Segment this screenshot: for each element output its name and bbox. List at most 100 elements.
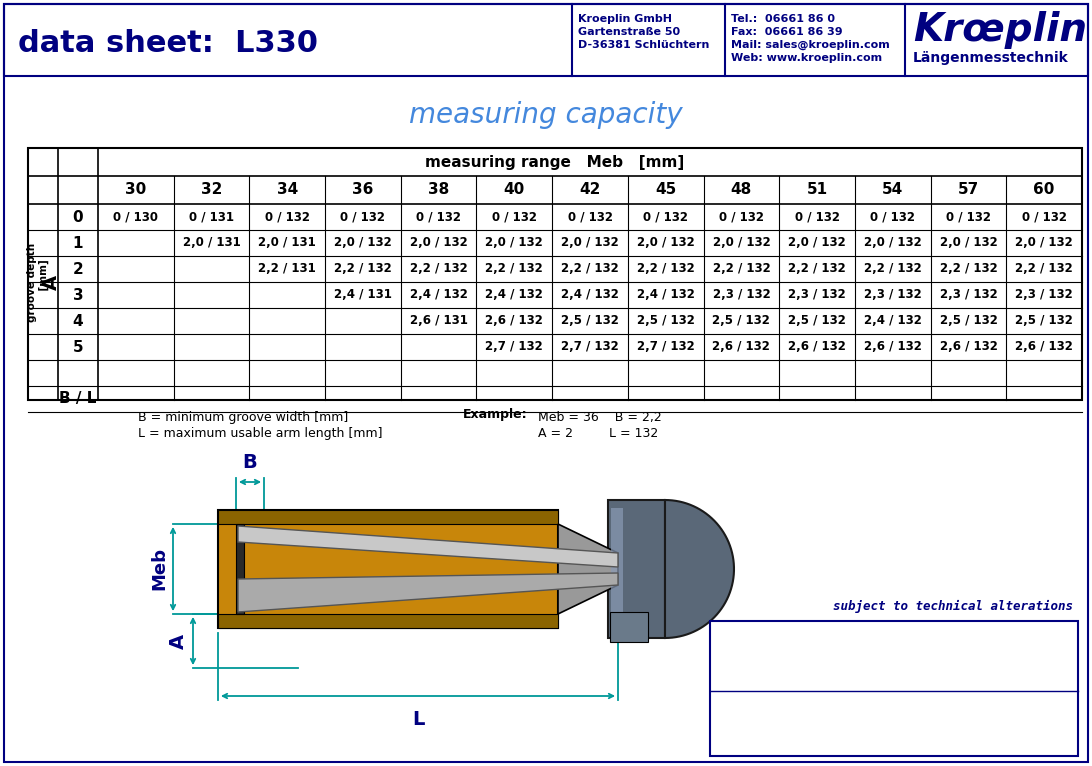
Text: 2,3 / 132: 2,3 / 132 <box>788 289 846 302</box>
Text: 2,2 / 132: 2,2 / 132 <box>637 263 695 276</box>
Text: 48: 48 <box>731 182 752 198</box>
Text: measuring capacity: measuring capacity <box>410 101 682 129</box>
Text: 2,5 / 132: 2,5 / 132 <box>637 315 695 328</box>
Text: B / L: B / L <box>59 391 97 407</box>
Text: 2,0 / 132: 2,0 / 132 <box>486 237 543 250</box>
Text: 2,0 / 132: 2,0 / 132 <box>334 237 392 250</box>
Text: Kroeplin GmbH: Kroeplin GmbH <box>578 14 672 24</box>
Text: 2,2 / 132: 2,2 / 132 <box>334 263 392 276</box>
Text: Example:: Example: <box>463 408 527 421</box>
Text: 2,2 / 132: 2,2 / 132 <box>864 263 922 276</box>
Text: 45: 45 <box>655 182 676 198</box>
Text: 2,0 / 132: 2,0 / 132 <box>410 237 467 250</box>
Text: 0 / 130: 0 / 130 <box>114 211 158 224</box>
Text: Längenmesstechnik: Längenmesstechnik <box>913 51 1069 65</box>
Text: 60: 60 <box>1033 182 1055 198</box>
Text: B: B <box>242 453 258 472</box>
Text: date of issue:: date of issue: <box>720 648 816 661</box>
Text: 0 / 132: 0 / 132 <box>946 211 990 224</box>
Text: 2,0 / 132: 2,0 / 132 <box>712 237 770 250</box>
Text: 2,6 / 132: 2,6 / 132 <box>712 341 770 353</box>
Polygon shape <box>558 524 618 614</box>
Text: 2,0 / 132: 2,0 / 132 <box>939 237 997 250</box>
Text: revision date:: revision date: <box>720 716 817 729</box>
Text: 2,4 / 132: 2,4 / 132 <box>637 289 695 302</box>
Text: 2,0 / 132: 2,0 / 132 <box>864 237 922 250</box>
Text: A: A <box>169 633 188 649</box>
Text: A: A <box>41 274 60 290</box>
Text: 0 / 132: 0 / 132 <box>870 211 915 224</box>
Text: 2,2 / 132: 2,2 / 132 <box>1016 263 1073 276</box>
Text: 2,7 / 132: 2,7 / 132 <box>561 341 619 353</box>
Text: 2,7 / 132: 2,7 / 132 <box>486 341 543 353</box>
Text: measuring range   Meb   [mm]: measuring range Meb [mm] <box>426 155 685 169</box>
Text: Mail: sales@kroeplin.com: Mail: sales@kroeplin.com <box>731 40 890 51</box>
Text: 2,2 / 132: 2,2 / 132 <box>410 263 467 276</box>
Text: 2,4 / 132: 2,4 / 132 <box>485 289 543 302</box>
Bar <box>236 524 244 614</box>
Text: 42: 42 <box>580 182 601 198</box>
Bar <box>608 500 665 638</box>
Text: 51: 51 <box>807 182 828 198</box>
Text: 30: 30 <box>126 182 146 198</box>
Text: 54: 54 <box>882 182 903 198</box>
Text: 2,0 / 132: 2,0 / 132 <box>561 237 619 250</box>
Polygon shape <box>238 573 618 612</box>
Text: 2: 2 <box>73 261 83 277</box>
Text: Krœplin: Krœplin <box>913 11 1087 49</box>
Text: 05.03.2021: 05.03.2021 <box>850 648 929 661</box>
Text: 0 / 132: 0 / 132 <box>341 211 385 224</box>
Text: A = 2         L = 132: A = 2 L = 132 <box>538 427 658 440</box>
Bar <box>28 148 1082 400</box>
Bar <box>4 4 1088 76</box>
Text: 2,4 / 132: 2,4 / 132 <box>864 315 922 328</box>
Text: 2,2 / 132: 2,2 / 132 <box>561 263 619 276</box>
Text: B = minimum groove width [mm]: B = minimum groove width [mm] <box>138 411 348 424</box>
Text: 2,5 / 132: 2,5 / 132 <box>561 315 619 328</box>
Text: 2,4 / 132: 2,4 / 132 <box>410 289 467 302</box>
Text: groove depth
    [mm]: groove depth [mm] <box>27 242 49 322</box>
Text: 2,0 / 131: 2,0 / 131 <box>182 237 240 250</box>
Polygon shape <box>665 500 734 638</box>
Text: 2,3 / 132: 2,3 / 132 <box>712 289 770 302</box>
Text: 2,6 / 132: 2,6 / 132 <box>485 315 543 328</box>
Text: 2,6 / 132: 2,6 / 132 <box>1016 341 1073 353</box>
Text: 0 / 132: 0 / 132 <box>264 211 310 224</box>
Text: 32: 32 <box>201 182 223 198</box>
Text: 2,3 / 132: 2,3 / 132 <box>939 289 997 302</box>
Text: 0 / 132: 0 / 132 <box>719 211 764 224</box>
Bar <box>218 510 558 628</box>
Text: 0 / 132: 0 / 132 <box>643 211 688 224</box>
Text: 2,5 / 132: 2,5 / 132 <box>788 315 846 328</box>
Text: 0 / 132: 0 / 132 <box>491 211 537 224</box>
Text: Web: www.kroeplin.com: Web: www.kroeplin.com <box>731 53 882 63</box>
Text: data sheet:  L330: data sheet: L330 <box>17 30 318 58</box>
Text: subject to technical alterations: subject to technical alterations <box>833 600 1073 613</box>
Text: Meb: Meb <box>150 548 168 591</box>
Text: 2,0 / 132: 2,0 / 132 <box>637 237 695 250</box>
Text: 2,0 / 131: 2,0 / 131 <box>259 237 316 250</box>
Text: 2,2 / 132: 2,2 / 132 <box>939 263 997 276</box>
Text: L = maximum usable arm length [mm]: L = maximum usable arm length [mm] <box>138 427 382 440</box>
Text: 2,2 / 132: 2,2 / 132 <box>486 263 543 276</box>
Text: 3: 3 <box>73 287 83 303</box>
Text: 2,2 / 131: 2,2 / 131 <box>259 263 316 276</box>
Text: DAB-L330-K-e: DAB-L330-K-e <box>850 631 946 644</box>
Text: 2,6 / 131: 2,6 / 131 <box>410 315 467 328</box>
Text: 0 / 132: 0 / 132 <box>1022 211 1067 224</box>
Text: 57: 57 <box>958 182 980 198</box>
Text: drawing-nr.:: drawing-nr.: <box>720 631 805 644</box>
Text: 0 / 132: 0 / 132 <box>568 211 613 224</box>
Text: D-36381 Schlüchtern: D-36381 Schlüchtern <box>578 40 710 50</box>
Text: 40: 40 <box>503 182 525 198</box>
Text: Fax:  06661 86 39: Fax: 06661 86 39 <box>731 27 843 37</box>
Text: 2,3 / 132: 2,3 / 132 <box>864 289 922 302</box>
Text: Tel.:  06661 86 0: Tel.: 06661 86 0 <box>731 14 835 24</box>
Text: 2,4 / 131: 2,4 / 131 <box>334 289 392 302</box>
Text: 2,2 / 132: 2,2 / 132 <box>788 263 846 276</box>
Text: revision status:: revision status: <box>720 699 829 712</box>
Text: L: L <box>412 710 424 729</box>
Text: name:: name: <box>720 665 764 678</box>
Text: 2,5 / 132: 2,5 / 132 <box>1016 315 1073 328</box>
Text: 0: 0 <box>73 209 83 224</box>
